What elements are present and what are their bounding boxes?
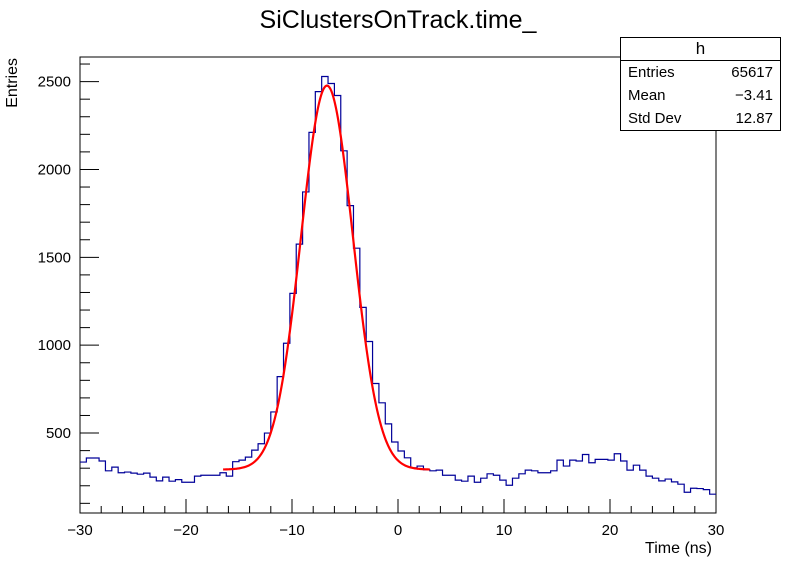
x-tick-label: 10: [496, 522, 513, 539]
stats-box: h Entries 65617 Mean −3.41 Std Dev 12.87: [620, 37, 781, 131]
y-tick-label: 2500: [38, 74, 71, 91]
y-tick-label: 1500: [38, 249, 71, 266]
histogram-line: [80, 75, 716, 495]
y-tick-label: 2000: [38, 161, 71, 178]
stats-label: Entries: [628, 64, 675, 81]
stats-row-mean: Mean −3.41: [621, 84, 780, 107]
y-tick-label: 500: [46, 425, 71, 442]
stats-label: Mean: [628, 87, 666, 104]
y-tick-label: 1000: [38, 337, 71, 354]
stats-value: −3.41: [735, 87, 773, 104]
stats-value: 65617: [731, 64, 773, 81]
fit-curve: [223, 84, 430, 471]
stats-row-entries: Entries 65617: [621, 61, 780, 84]
x-tick-label: −20: [173, 522, 198, 539]
x-tick-label: 20: [602, 522, 619, 539]
x-tick-label: 30: [708, 522, 725, 539]
x-tick-label: −30: [67, 522, 92, 539]
stats-title: h: [621, 38, 780, 61]
x-axis-label: Time (ns): [645, 540, 712, 557]
x-tick-label: 0: [394, 522, 402, 539]
x-tick-label: −10: [279, 522, 304, 539]
y-axis-label: Entries: [4, 58, 21, 108]
chart-title: SiClustersOnTrack.time_: [259, 6, 537, 34]
stats-label: Std Dev: [628, 110, 682, 127]
stats-value: 12.87: [735, 110, 773, 127]
stats-row-stddev: Std Dev 12.87: [621, 107, 780, 130]
